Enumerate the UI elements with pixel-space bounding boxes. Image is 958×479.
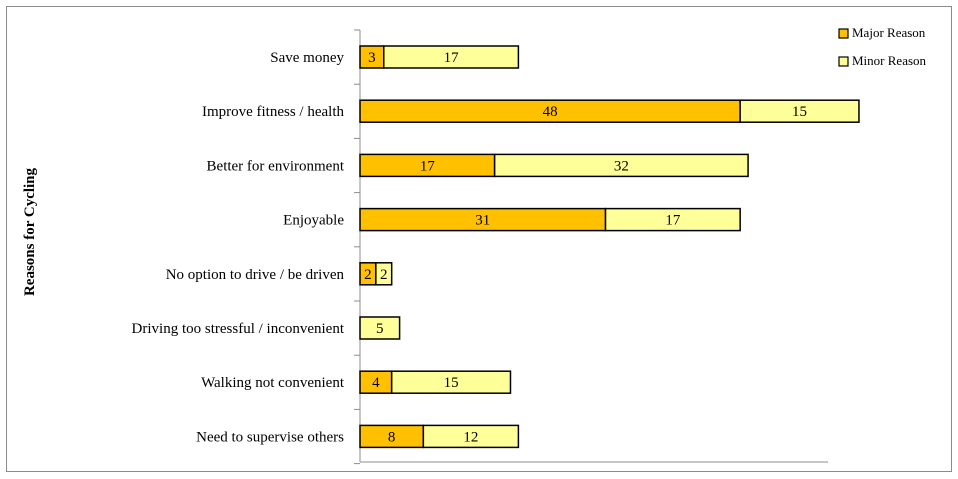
- category-label: Walking not convenient: [201, 375, 345, 391]
- category-label: Driving too stressful / inconvenient: [132, 321, 345, 337]
- bar-segment-minor: [493, 153, 749, 178]
- category-label: Need to supervise others: [196, 429, 344, 445]
- data-label: 12: [463, 429, 478, 445]
- legend: Major Reason Minor Reason: [838, 25, 927, 68]
- bar-segment-minor: [422, 424, 520, 449]
- category-label: Save money: [270, 50, 344, 66]
- data-label: 5: [376, 321, 384, 337]
- data-label: 31: [475, 213, 490, 229]
- legend-label: Major Reason: [852, 25, 926, 40]
- data-label: 8: [388, 429, 396, 445]
- bar-segment-minor: [390, 370, 512, 394]
- bar-segment-minor: [383, 45, 520, 69]
- legend-label: Minor Reason: [852, 53, 927, 68]
- data-label: 15: [792, 104, 807, 120]
- legend-swatch: [838, 56, 849, 67]
- legend-swatch: [838, 28, 849, 39]
- data-label: 48: [543, 104, 558, 120]
- category-label: Enjoyable: [283, 213, 344, 229]
- data-label: 32: [614, 158, 629, 174]
- category-label: Improve fitness / health: [202, 104, 345, 120]
- axes: [354, 29, 828, 465]
- category-label: No option to drive / be driven: [166, 267, 345, 283]
- bar-segment-minor: [375, 262, 393, 286]
- data-label: 3: [368, 50, 376, 66]
- bar-segment-minor: [359, 316, 401, 340]
- data-label: 17: [420, 158, 436, 174]
- data-label: 2: [380, 267, 388, 283]
- category-label: Better for environment: [207, 158, 345, 174]
- data-label: 17: [665, 213, 681, 229]
- bar-segment-minor: [739, 99, 860, 123]
- data-label: 17: [444, 50, 460, 66]
- data-label: 2: [364, 267, 372, 283]
- data-label: 15: [444, 375, 459, 391]
- y-axis-title: Reasons for Cycling: [22, 167, 38, 296]
- data-label: 4: [372, 375, 380, 391]
- bar-segment-minor: [604, 207, 741, 232]
- chart-frame: [6, 6, 952, 472]
